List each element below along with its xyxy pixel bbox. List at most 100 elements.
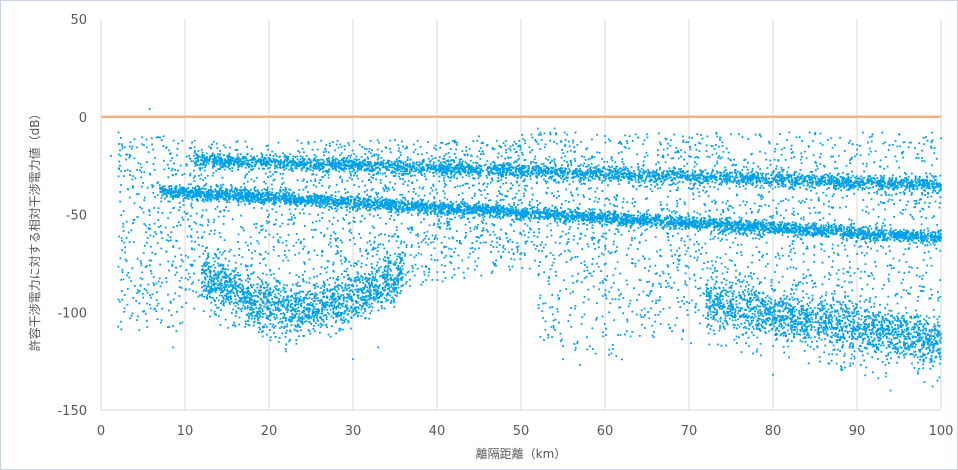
data-point bbox=[338, 202, 341, 204]
data-point bbox=[530, 213, 533, 216]
data-point bbox=[898, 233, 900, 236]
data-point bbox=[798, 227, 800, 229]
data-point bbox=[827, 235, 830, 237]
data-point bbox=[872, 237, 875, 240]
data-point bbox=[250, 196, 252, 199]
data-point bbox=[208, 192, 211, 195]
data-point bbox=[299, 158, 302, 161]
data-point bbox=[439, 201, 442, 204]
data-point bbox=[641, 219, 644, 221]
data-point bbox=[233, 198, 235, 201]
data-point bbox=[488, 216, 491, 218]
data-point bbox=[821, 231, 824, 234]
data-point bbox=[223, 198, 225, 201]
data-point bbox=[324, 200, 326, 203]
data-point bbox=[757, 220, 760, 223]
data-point bbox=[475, 212, 478, 214]
data-point bbox=[230, 187, 233, 190]
data-point bbox=[338, 203, 340, 206]
data-point bbox=[419, 205, 422, 208]
data-point bbox=[481, 216, 484, 219]
data-point bbox=[314, 194, 316, 197]
data-point bbox=[226, 201, 228, 204]
data-point bbox=[199, 192, 202, 194]
data-point bbox=[182, 186, 185, 189]
data-point bbox=[929, 235, 932, 237]
data-point bbox=[254, 195, 257, 198]
data-point bbox=[162, 190, 164, 193]
data-point bbox=[889, 235, 892, 238]
data-point bbox=[424, 202, 427, 205]
data-point bbox=[472, 166, 474, 169]
data-point bbox=[391, 200, 394, 202]
data-point bbox=[372, 204, 374, 207]
data-point bbox=[629, 217, 632, 220]
data-point bbox=[524, 206, 527, 209]
data-point bbox=[415, 201, 418, 204]
data-point bbox=[265, 199, 267, 202]
data-point bbox=[529, 174, 532, 177]
data-point bbox=[926, 239, 929, 242]
data-point bbox=[362, 197, 365, 200]
data-point bbox=[291, 193, 294, 196]
data-point bbox=[543, 208, 546, 210]
data-point bbox=[800, 226, 803, 229]
data-point bbox=[724, 227, 726, 230]
data-point bbox=[545, 217, 548, 220]
data-point bbox=[681, 181, 684, 184]
data-point bbox=[313, 193, 316, 196]
data-point bbox=[239, 189, 242, 191]
data-point bbox=[422, 198, 425, 201]
data-point bbox=[574, 209, 576, 212]
data-point bbox=[232, 195, 234, 198]
data-point bbox=[849, 234, 852, 237]
data-point bbox=[390, 207, 393, 210]
data-point bbox=[935, 235, 938, 238]
data-point bbox=[566, 212, 568, 215]
data-point bbox=[254, 186, 257, 188]
data-point bbox=[679, 217, 682, 220]
data-point bbox=[234, 187, 237, 189]
data-point bbox=[605, 216, 608, 218]
data-point bbox=[799, 186, 801, 189]
data-point bbox=[900, 232, 903, 235]
data-point bbox=[672, 221, 675, 223]
data-point bbox=[688, 218, 691, 220]
data-point bbox=[744, 230, 747, 233]
data-point bbox=[216, 192, 219, 194]
data-point bbox=[645, 221, 648, 223]
data-point bbox=[753, 228, 755, 231]
data-point bbox=[370, 206, 373, 209]
data-point bbox=[625, 225, 628, 228]
data-point bbox=[459, 210, 462, 212]
data-point bbox=[812, 225, 815, 228]
data-point bbox=[634, 217, 637, 220]
data-point bbox=[289, 198, 292, 200]
data-point bbox=[627, 213, 630, 216]
data-point bbox=[695, 219, 698, 222]
data-point bbox=[692, 225, 695, 228]
data-point bbox=[849, 236, 852, 239]
data-point bbox=[262, 193, 265, 196]
data-point bbox=[862, 233, 865, 236]
data-point bbox=[485, 209, 488, 212]
data-point bbox=[742, 185, 745, 187]
data-point bbox=[229, 192, 231, 195]
data-point bbox=[371, 201, 374, 204]
data-point bbox=[456, 206, 459, 208]
data-point bbox=[210, 198, 213, 201]
data-point bbox=[582, 219, 584, 222]
data-point bbox=[765, 222, 768, 225]
data-point bbox=[307, 202, 310, 205]
data-point bbox=[500, 206, 503, 208]
data-point bbox=[278, 192, 281, 195]
data-point bbox=[588, 208, 590, 210]
data-point bbox=[593, 208, 596, 211]
data-point bbox=[209, 196, 212, 198]
data-point bbox=[253, 193, 255, 195]
data-point bbox=[168, 200, 171, 203]
data-point bbox=[938, 230, 941, 233]
data-point bbox=[295, 198, 298, 200]
data-point bbox=[356, 205, 359, 208]
data-point bbox=[761, 228, 763, 231]
